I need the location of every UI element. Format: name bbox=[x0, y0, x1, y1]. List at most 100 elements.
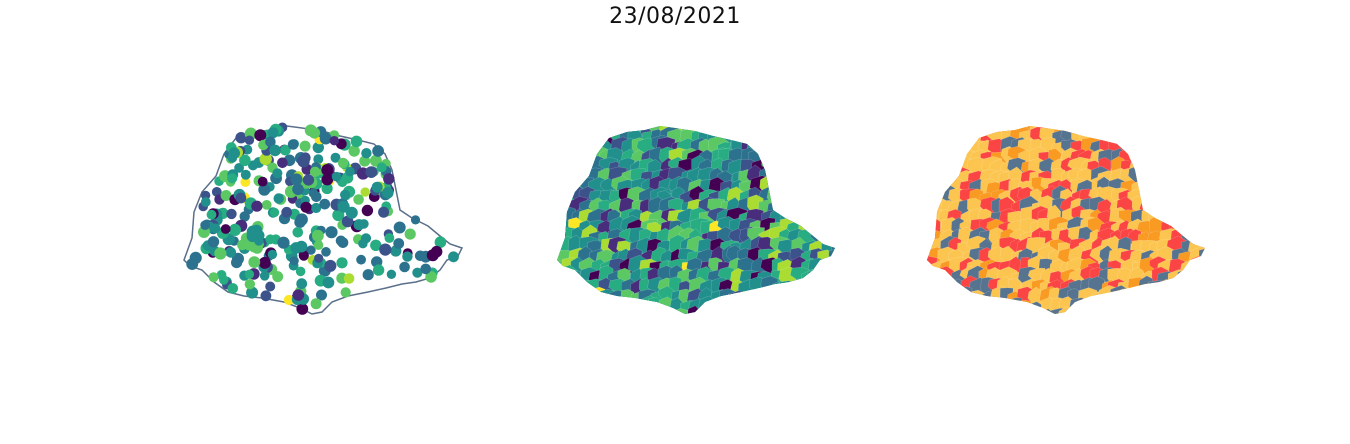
municipality-area bbox=[1149, 158, 1171, 180]
municipality-area bbox=[557, 269, 569, 291]
municipality-area bbox=[1137, 308, 1159, 314]
municipality-area bbox=[1209, 241, 1216, 260]
municipality-point bbox=[321, 247, 331, 257]
municipality-point bbox=[298, 250, 309, 261]
municipality-area bbox=[819, 309, 835, 314]
municipality-area bbox=[1169, 148, 1187, 168]
municipality-area bbox=[927, 176, 939, 194]
municipality-area bbox=[811, 207, 825, 228]
municipality-area bbox=[1129, 308, 1146, 314]
municipality-area bbox=[816, 187, 831, 209]
municipality-point bbox=[248, 160, 258, 171]
municipality-point bbox=[228, 223, 242, 236]
municipality-area bbox=[1176, 269, 1193, 292]
municipality-point bbox=[206, 209, 217, 220]
municipality-area bbox=[927, 267, 942, 290]
municipality-point bbox=[319, 198, 331, 210]
municipality-area bbox=[775, 298, 793, 314]
municipality-area bbox=[839, 178, 845, 199]
municipality-point bbox=[425, 271, 437, 283]
municipality-area bbox=[1180, 126, 1198, 139]
municipality-area bbox=[787, 156, 807, 172]
municipality-area bbox=[838, 226, 845, 249]
municipality-point bbox=[208, 272, 219, 283]
municipality-area bbox=[720, 307, 738, 314]
municipality-area bbox=[1177, 209, 1196, 231]
municipality-area bbox=[839, 209, 845, 225]
municipality-point bbox=[269, 144, 281, 157]
municipality-area bbox=[838, 160, 846, 178]
choropleth-map bbox=[557, 126, 846, 314]
municipality-point bbox=[227, 173, 238, 184]
municipality-area bbox=[628, 308, 643, 314]
municipality-point bbox=[386, 269, 397, 279]
municipality-area bbox=[757, 128, 775, 153]
municipality-area bbox=[839, 147, 845, 168]
municipality-area bbox=[720, 126, 739, 136]
municipality-area bbox=[569, 288, 589, 311]
municipality-area bbox=[1200, 177, 1205, 196]
municipality-area bbox=[571, 126, 588, 138]
municipality-point bbox=[269, 207, 280, 218]
municipality-point bbox=[292, 183, 304, 196]
municipality-point bbox=[337, 157, 349, 169]
municipality-area bbox=[1087, 306, 1107, 314]
municipality-area bbox=[821, 161, 835, 175]
municipality-area bbox=[928, 127, 943, 145]
municipality-point bbox=[260, 290, 272, 302]
municipality-area bbox=[560, 167, 582, 186]
municipality-area bbox=[561, 301, 582, 314]
municipality-area bbox=[1191, 175, 1205, 195]
municipality-area bbox=[1116, 126, 1132, 140]
municipality-area bbox=[937, 309, 958, 314]
municipality-area bbox=[557, 285, 566, 310]
municipality-area bbox=[930, 299, 951, 314]
municipality-point bbox=[283, 294, 294, 306]
municipality-point bbox=[289, 256, 299, 266]
municipality-point bbox=[219, 275, 229, 285]
municipality-area bbox=[1156, 284, 1174, 307]
municipality-area bbox=[620, 289, 635, 309]
municipality-area bbox=[958, 286, 973, 305]
municipality-point bbox=[297, 155, 310, 168]
municipality-point bbox=[261, 200, 272, 210]
municipality-point bbox=[379, 243, 392, 256]
municipality-area bbox=[557, 187, 564, 210]
municipality-area bbox=[807, 178, 829, 198]
municipality-area bbox=[818, 146, 835, 171]
municipality-area bbox=[788, 131, 807, 146]
municipality-area bbox=[1169, 175, 1185, 197]
municipality-area bbox=[1157, 305, 1176, 314]
municipality-area bbox=[698, 308, 713, 314]
municipality-point bbox=[295, 266, 306, 277]
municipality-area bbox=[939, 295, 958, 314]
municipality-point bbox=[254, 236, 264, 246]
municipality-area bbox=[1139, 130, 1156, 149]
municipality-area bbox=[1135, 135, 1157, 156]
municipality-area bbox=[1177, 158, 1192, 181]
municipality-area bbox=[560, 136, 581, 156]
municipality-point bbox=[287, 139, 299, 150]
municipality-point bbox=[272, 271, 284, 283]
municipality-area bbox=[559, 155, 576, 174]
municipality-area bbox=[789, 197, 803, 219]
municipality-area bbox=[799, 298, 821, 314]
municipality-area bbox=[1140, 288, 1162, 312]
municipality-point bbox=[299, 140, 311, 152]
municipality-area bbox=[927, 179, 947, 199]
municipality-area bbox=[1197, 126, 1205, 136]
municipality-point bbox=[360, 233, 372, 244]
municipality-area bbox=[1006, 297, 1023, 314]
municipality-point bbox=[404, 228, 416, 240]
municipality-area bbox=[557, 259, 561, 276]
municipality-area bbox=[740, 289, 756, 314]
municipality-area bbox=[1189, 189, 1205, 210]
municipality-area bbox=[760, 275, 779, 294]
municipality-point bbox=[393, 221, 406, 234]
municipality-point bbox=[281, 206, 293, 218]
municipality-area bbox=[557, 155, 564, 179]
municipality-point bbox=[359, 155, 371, 167]
municipality-area bbox=[587, 309, 604, 314]
municipality-area bbox=[1189, 286, 1205, 308]
municipality-area bbox=[940, 156, 958, 174]
